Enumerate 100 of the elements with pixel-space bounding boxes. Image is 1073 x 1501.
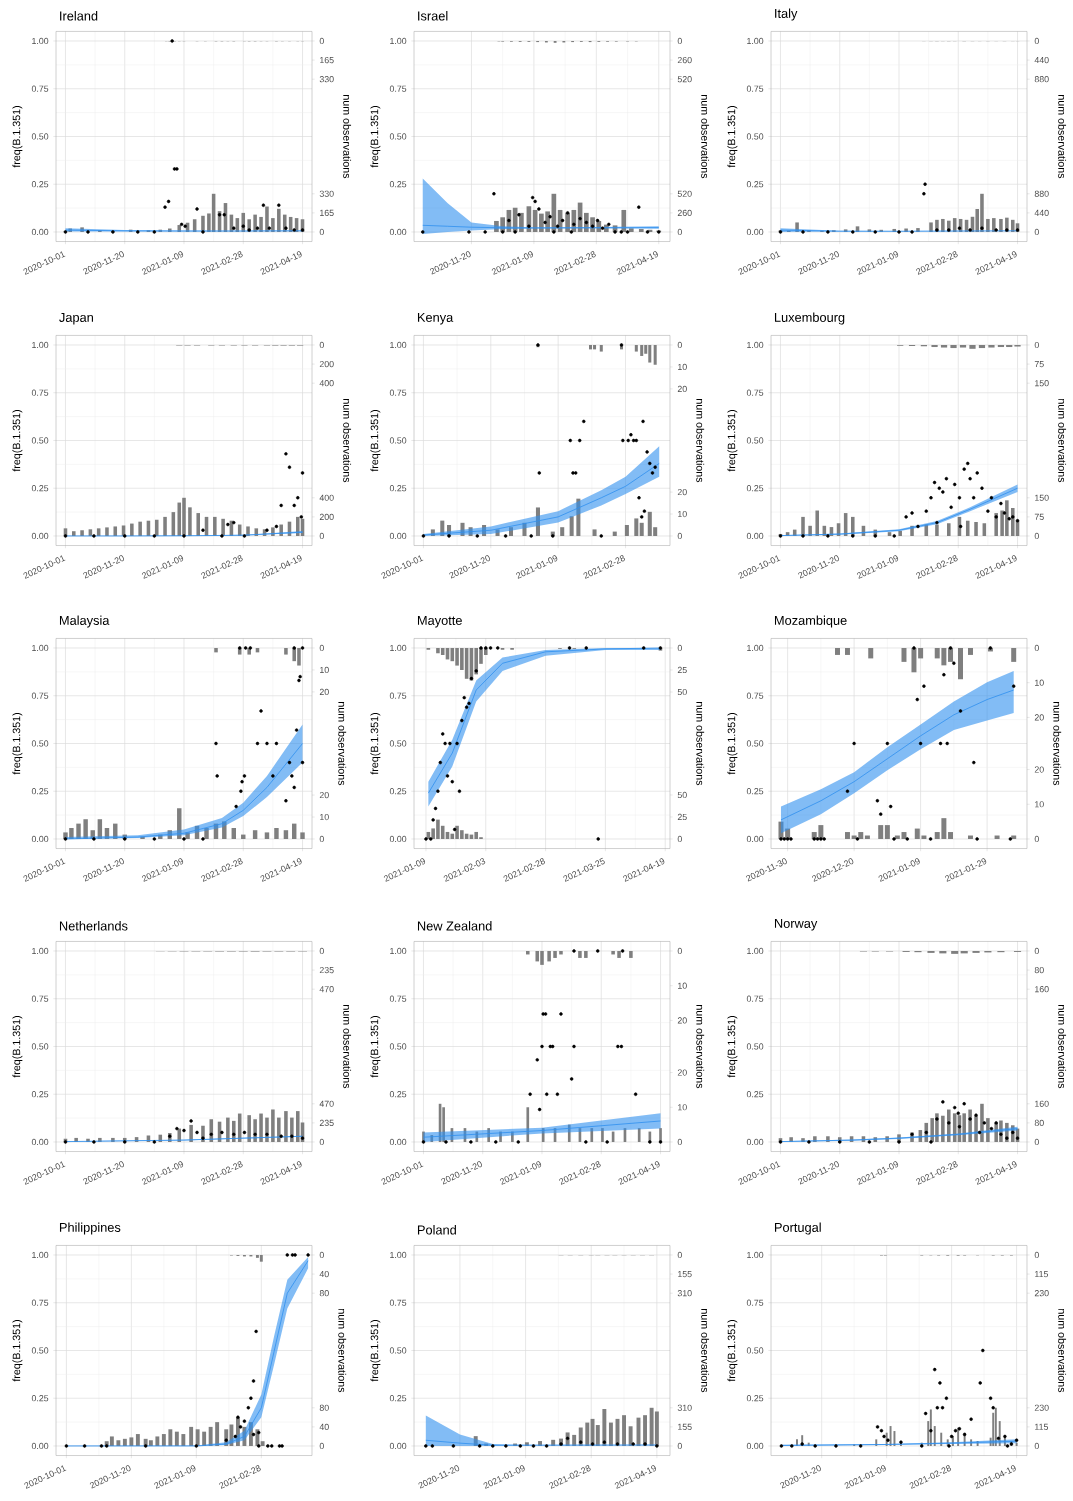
y-axis-title: freq(B.1.351): [370, 1320, 381, 1382]
y-tick-label: 0.00: [746, 1442, 764, 1450]
y-tick-label: 1.00: [390, 37, 407, 45]
y2-tick-label: 230: [1034, 1404, 1049, 1411]
y3-tick-label: 0: [677, 947, 682, 955]
y-axis-title: freq(B.1.351): [727, 106, 738, 168]
y-axis-title: freq(B.1.351): [727, 1320, 738, 1382]
y-tick-label: 0.00: [746, 228, 764, 236]
y-axis-title: freq(B.1.351): [370, 713, 381, 775]
y-tick-label: 0.75: [31, 995, 49, 1002]
y2-axis-title: num observations: [696, 1005, 705, 1089]
y-tick-label: 0.50: [389, 1347, 407, 1354]
y-tick-label: 0.00: [31, 228, 49, 236]
y-axis-title: freq(B.1.351): [727, 713, 738, 775]
y2-tick-label: 10: [678, 510, 687, 518]
y2-tick-label: 0: [677, 835, 682, 843]
y3-tick-label: 0: [1034, 947, 1039, 955]
y-tick-label: 0.25: [389, 1091, 407, 1098]
y-tick-label: 0.25: [746, 1395, 764, 1402]
y3-tick-label: 310: [677, 1290, 692, 1297]
y-tick-label: 1.00: [747, 37, 764, 45]
y-axis-title: freq(B.1.351): [370, 410, 381, 472]
y3-tick-label: 200: [319, 360, 334, 368]
y3-tick-label: 0: [319, 1251, 324, 1259]
y3-tick-label: 0: [677, 341, 682, 349]
y3-tick-label: 0: [319, 644, 324, 652]
y3-tick-label: 75: [1034, 361, 1044, 368]
y-tick-label: 0.75: [389, 1299, 407, 1306]
y-tick-label: 1.00: [747, 947, 764, 955]
y3-tick-label: 165: [320, 56, 334, 64]
y3-tick-label: 20: [677, 1017, 687, 1024]
chart-title: Ireland: [60, 11, 98, 21]
y2-tick-label: 20: [319, 791, 329, 799]
y3-tick-label: 10: [678, 363, 687, 371]
y-tick-label: 1.00: [390, 644, 407, 652]
y-tick-label: 1.00: [32, 1251, 49, 1259]
y2-tick-label: 260: [677, 209, 692, 216]
y3-tick-label: 10: [678, 982, 687, 989]
y2-axis-title: num observations: [343, 1005, 352, 1089]
y-tick-label: 1.00: [390, 341, 407, 349]
y3-tick-label: 80: [1034, 966, 1044, 974]
y2-tick-label: 235: [319, 1119, 334, 1126]
y-tick-label: 0.00: [389, 835, 407, 843]
y-tick-label: 0.50: [389, 437, 407, 444]
y2-tick-label: 400: [319, 494, 334, 501]
y3-tick-label: 20: [677, 385, 687, 393]
y-tick-label: 0.00: [746, 532, 764, 540]
chart-title: Netherlands: [59, 921, 128, 931]
y-tick-label: 0.50: [389, 740, 407, 747]
y2-tick-label: 10: [320, 813, 329, 821]
y-tick-label: 0.50: [31, 437, 49, 444]
y2-tick-label: 0: [677, 1442, 682, 1450]
y3-tick-label: 10: [320, 666, 329, 674]
y-tick-label: 0.25: [31, 485, 49, 492]
y2-axis-title: num observations: [338, 702, 347, 786]
chart-title: Portugal: [774, 1222, 821, 1235]
y3-tick-label: 0: [677, 37, 682, 45]
y-tick-label: 0.50: [746, 133, 764, 140]
y2-tick-label: 0: [319, 532, 324, 540]
y-tick-label: 0.25: [389, 181, 407, 188]
y2-tick-label: 330: [319, 190, 334, 197]
y3-tick-label: 0: [1034, 1251, 1039, 1259]
y3-tick-label: 155: [678, 1271, 692, 1278]
y-axis-title: freq(B.1.351): [727, 1016, 738, 1078]
y2-tick-label: 75: [1034, 513, 1044, 520]
y-tick-label: 0.75: [389, 692, 407, 699]
y-tick-label: 0.50: [389, 1043, 407, 1050]
y3-tick-label: 25: [677, 666, 687, 674]
y-tick-label: 0.75: [746, 389, 764, 396]
y3-tick-label: 40: [319, 1270, 329, 1278]
y2-tick-label: 115: [1035, 1423, 1049, 1430]
y3-tick-label: 880: [1034, 76, 1049, 83]
y3-tick-label: 0: [319, 37, 324, 45]
y3-tick-label: 230: [1034, 1290, 1049, 1297]
y-tick-label: 0.75: [746, 1299, 764, 1306]
y-axis-title: freq(B.1.351): [12, 106, 23, 168]
y2-axis-title: num observations: [696, 702, 705, 786]
y3-tick-label: 160: [1035, 986, 1049, 993]
y2-tick-label: 0: [319, 1138, 324, 1146]
y-axis-title: freq(B.1.351): [12, 713, 23, 775]
y-tick-label: 0.00: [746, 835, 764, 843]
y2-tick-label: 520: [677, 190, 692, 197]
y-tick-label: 0.75: [746, 85, 764, 92]
y-tick-label: 0.50: [31, 740, 49, 747]
y3-tick-label: 115: [1035, 1271, 1049, 1278]
y-tick-label: 0.50: [31, 1347, 49, 1354]
y3-tick-label: 50: [677, 688, 687, 696]
y-axis-title: freq(B.1.351): [12, 1320, 23, 1382]
y2-tick-label: 0: [1034, 1138, 1039, 1146]
y-tick-label: 0.75: [31, 85, 49, 92]
y3-tick-label: 0: [677, 1251, 682, 1259]
y2-tick-label: 50: [677, 791, 687, 799]
y2-tick-label: 0: [319, 835, 324, 843]
y-tick-label: 1.00: [747, 341, 764, 349]
y-tick-label: 0.75: [746, 692, 764, 699]
y-axis-title: freq(B.1.351): [12, 1016, 23, 1078]
y2-tick-label: 310: [677, 1404, 692, 1411]
y2-tick-label: 25: [677, 813, 687, 821]
y3-tick-label: 400: [319, 380, 334, 387]
y2-tick-label: 20: [677, 488, 687, 496]
